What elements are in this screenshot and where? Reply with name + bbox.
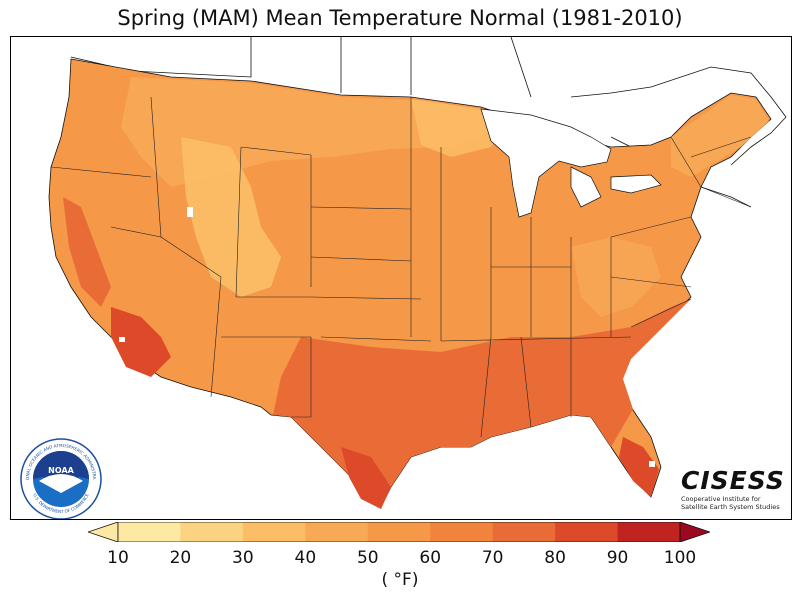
colorbar-tick-labels: 10 20 30 40 50 60 70 80 90 100 xyxy=(0,548,800,570)
map-frame: NATIONAL OCEANIC AND ATMOSPHERIC ADMINIS… xyxy=(10,36,792,520)
cisess-subtitle-1: Cooperative Institute for xyxy=(681,495,761,503)
missing-data-patch xyxy=(187,207,193,217)
colorbar-tick-label: 70 xyxy=(481,548,504,568)
cisess-logo: CISESS Cooperative Institute for Satelli… xyxy=(681,466,789,512)
colorbar-tick-label: 100 xyxy=(663,548,697,568)
colorbar-extend-low xyxy=(88,522,119,542)
colorbar-tick-label: 30 xyxy=(232,548,254,568)
colorbar-segment xyxy=(367,522,431,542)
northeast-cool xyxy=(671,95,769,177)
colorbar-tick-label: 80 xyxy=(544,548,566,568)
colorbar-segment xyxy=(492,522,556,542)
colorbar-tick-label: 60 xyxy=(419,548,442,568)
colorbar-unit: ( °F) xyxy=(381,570,419,590)
state-boundaries xyxy=(50,96,752,438)
cisess-name: CISESS xyxy=(681,466,785,495)
southern-warm-belt xyxy=(273,299,691,507)
colorbar-segment xyxy=(305,522,369,542)
colorbar-tick-label: 10 xyxy=(107,548,129,568)
missing-data-patch xyxy=(119,337,125,342)
missing-data-patch xyxy=(649,461,655,467)
map-title: Spring (MAM) Mean Temperature Normal (19… xyxy=(117,6,683,30)
cisess-subtitle-2: Satellite Earth System Studies xyxy=(681,503,780,511)
colorbar-tick-label: 50 xyxy=(356,548,379,568)
colorbar-extend-high xyxy=(679,522,710,542)
colorbar-frame xyxy=(117,522,681,542)
colorbar-segment xyxy=(118,522,181,542)
noaa-text: NOAA xyxy=(48,466,74,475)
colorbar xyxy=(88,522,710,542)
noaa-logo: NATIONAL OCEANIC AND ATMOSPHERIC ADMINIS… xyxy=(19,437,102,519)
appalachian-cool xyxy=(571,237,661,317)
us-temperature-map xyxy=(48,37,787,509)
colorbar-tick-label: 20 xyxy=(169,548,192,568)
southwest-desert-hot xyxy=(111,307,171,377)
california-central-valley xyxy=(63,197,111,307)
colorbar-tick-label: 40 xyxy=(294,548,317,568)
rocky-mountain-cool xyxy=(181,137,281,297)
great-lakes xyxy=(480,108,662,218)
colorbar-segment xyxy=(180,522,244,542)
colorbar-tick-label: 90 xyxy=(606,548,629,568)
colorbar-segment xyxy=(430,522,494,542)
canada-outline xyxy=(70,37,787,208)
colorbar-segment xyxy=(242,522,306,542)
colorbar-segment xyxy=(617,522,681,542)
colorbar-segment xyxy=(555,522,619,542)
south-florida-hot xyxy=(619,437,659,497)
south-texas-hot xyxy=(341,447,391,509)
